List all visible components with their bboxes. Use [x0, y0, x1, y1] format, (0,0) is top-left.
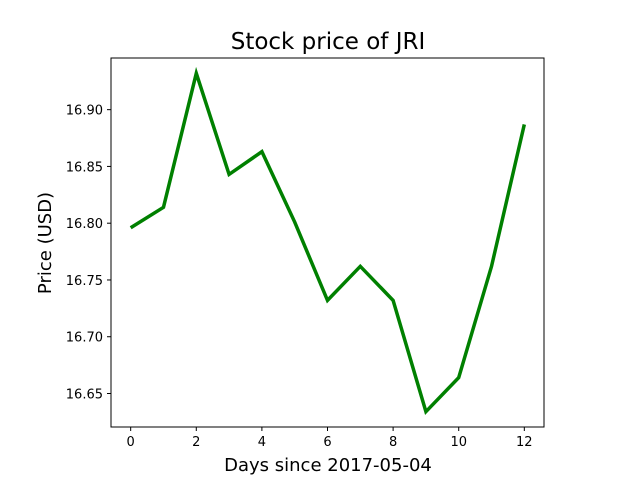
y-tick-label: 16.90 [66, 104, 103, 119]
x-tick-label: 10 [450, 435, 467, 450]
x-tick-label: 2 [192, 435, 200, 450]
x-tick-label: 4 [258, 435, 266, 450]
y-tick-label: 16.70 [66, 331, 103, 346]
x-axis-label: Days since 2017-05-04 [224, 455, 432, 476]
plot-area-frame [110, 57, 545, 428]
y-tick-label: 16.85 [66, 160, 103, 175]
x-axis: 0 2 4 6 8 10 12 [127, 427, 533, 450]
y-tick-label: 16.65 [66, 388, 103, 403]
x-tick-label: 12 [516, 435, 533, 450]
x-tick-label: 8 [389, 435, 397, 450]
price-line [129, 66, 527, 416]
y-tick-label: 16.80 [66, 217, 103, 232]
y-tick-label: 16.75 [66, 274, 103, 289]
y-axis-label: Price (USD) [35, 192, 56, 294]
x-tick-label: 0 [127, 435, 135, 450]
y-axis: 16.65 16.70 16.75 16.80 16.85 16.90 [66, 104, 111, 403]
x-tick-label: 6 [323, 435, 331, 450]
chart-title: Stock price of JRI [231, 29, 426, 55]
